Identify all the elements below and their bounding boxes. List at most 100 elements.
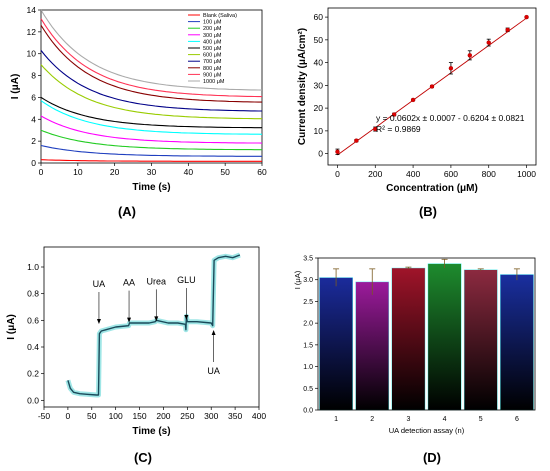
legend-entry: 100 μM	[203, 20, 222, 26]
y-tick-label: 0.4	[27, 342, 39, 352]
data-point	[505, 27, 510, 33]
x-tick-label: 4	[443, 416, 447, 423]
y-tick-label: 3.0	[303, 277, 313, 284]
x-tick-label: 250	[180, 411, 194, 421]
legend-entry: 700 μM	[203, 59, 222, 65]
y-tick-label: 1.5	[303, 342, 313, 349]
annotation-label: AA	[123, 278, 135, 288]
panel-a-chart: 0 10 20 30 40 50 60 0 2 4 6 8 10 12 14 Time (s) I (μA) Bl…	[10, 5, 267, 193]
fit-equation: y = 0.0602x ± 0.0007 - 0.6204 ± 0.0821	[376, 113, 525, 123]
y-tick-label: 30	[314, 80, 324, 90]
annotation-arrowhead	[127, 317, 132, 323]
panel-d-chart: 1 2 3 4 5 6 0.0 0.5 1.0 1.5 2.0 2.5 3.0 3.5 UA detecti…	[293, 256, 536, 435]
bar-3	[391, 267, 426, 411]
panel-c-frame	[43, 246, 260, 408]
bar-5	[463, 269, 498, 411]
y-tick-label: 0.8	[27, 289, 39, 299]
x-tick-label: 150	[132, 411, 146, 421]
y-tick-label: 1.0	[303, 364, 313, 371]
x-tick-label: 200	[156, 411, 170, 421]
series-line-10	[40, 18, 262, 98]
x-tick-label: 50	[220, 167, 230, 177]
y-tick-label: 50	[314, 35, 324, 45]
x-tick-label: 400	[252, 411, 266, 421]
x-tick-label: 350	[228, 411, 242, 421]
panel-c-chart: -50 0 50 100 150 200 250 300 350 400 0.0 0.2 0.4 0.6 0…	[6, 246, 266, 437]
x-tick-label: 0	[66, 411, 71, 421]
y-tick-label: 2.0	[303, 321, 313, 328]
x-tick-label: 6	[515, 416, 519, 423]
x-tick-label: 2	[370, 416, 374, 423]
legend-entry: Blank (Saliva)	[203, 13, 237, 19]
legend-entry: 900 μM	[203, 72, 222, 78]
y-tick-label: 10	[27, 49, 37, 59]
y-tick-label: 0.2	[27, 369, 39, 379]
fit-r-squared: R² = 0.9869	[376, 124, 421, 134]
x-tick-label: 30	[147, 167, 157, 177]
data-point	[486, 40, 491, 45]
bar-6	[500, 274, 534, 411]
panel-d-label: (D)	[423, 450, 441, 465]
x-tick-label: 40	[184, 167, 194, 177]
legend-entry: 600 μM	[203, 53, 222, 59]
panel-a-label: (A)	[118, 204, 136, 219]
x-tick-label: 400	[406, 169, 420, 179]
data-point	[373, 126, 378, 132]
bar-4	[427, 263, 462, 411]
series-line-7	[40, 64, 262, 120]
x-tick-label: 300	[204, 411, 218, 421]
panel-b-chart: 0 200 400 600 800 1000 0 10 20 30 40 50 60 Concentrat…	[297, 7, 537, 194]
legend-entry: 300 μM	[203, 33, 222, 39]
y-tick-label: 2	[31, 136, 36, 146]
annotation-label: UA	[93, 279, 106, 289]
panel-c-label: (C)	[134, 450, 152, 465]
bar-1	[319, 277, 353, 411]
y-tick-label: 20	[314, 103, 324, 113]
panel-b-frame	[327, 7, 537, 166]
series-line-4	[40, 115, 263, 144]
y-axis-label: I (μA)	[293, 270, 302, 289]
y-tick-label: 0	[31, 158, 36, 168]
x-tick-label: 600	[444, 169, 458, 179]
bar-2	[355, 281, 390, 411]
series-line-11	[40, 9, 263, 91]
x-tick-label: 20	[110, 167, 120, 177]
series-line-8	[40, 50, 262, 112]
legend-entry: 400 μM	[203, 39, 222, 45]
y-tick-label: 0.0	[303, 408, 313, 415]
panel-b-label: (B)	[419, 204, 437, 219]
x-tick-label: 200	[368, 169, 382, 179]
y-tick-label: 2.5	[303, 299, 313, 306]
y-tick-label: 1.0	[27, 262, 39, 272]
data-point	[448, 66, 454, 71]
x-axis-label: Concentration (μM)	[386, 183, 478, 194]
annotation-arrowhead	[154, 316, 159, 322]
y-tick-label: 3.5	[303, 256, 313, 263]
legend-entry: 500 μM	[203, 46, 222, 52]
current-trace	[67, 254, 241, 396]
y-tick-label: 6	[31, 92, 36, 102]
panel-d-frame	[317, 257, 536, 411]
y-tick-label: 40	[314, 58, 324, 68]
series-line-2	[40, 144, 262, 157]
x-tick-label: 0	[335, 169, 340, 179]
annotation-arrowhead	[211, 330, 216, 335]
annotation-label: Urea	[147, 276, 167, 286]
x-tick-label: 60	[257, 167, 267, 177]
x-tick-label: 50	[87, 411, 97, 421]
data-point	[410, 97, 416, 103]
y-tick-label: 0.5	[303, 386, 313, 393]
x-tick-label: 100	[109, 411, 123, 421]
x-axis-label: Time (s)	[132, 182, 170, 193]
y-tick-label: 10	[314, 126, 324, 136]
legend-entry: 200 μM	[203, 26, 222, 32]
series-line-6	[40, 96, 262, 129]
y-tick-label: 14	[27, 5, 37, 15]
x-tick-label: 5	[479, 416, 483, 423]
annotation-label: UA	[207, 366, 220, 376]
x-tick-label: 800	[482, 169, 496, 179]
y-tick-label: 8	[31, 71, 36, 81]
annotation-arrowhead	[96, 319, 101, 324]
x-axis-label: UA detection assay (n)	[389, 426, 465, 435]
